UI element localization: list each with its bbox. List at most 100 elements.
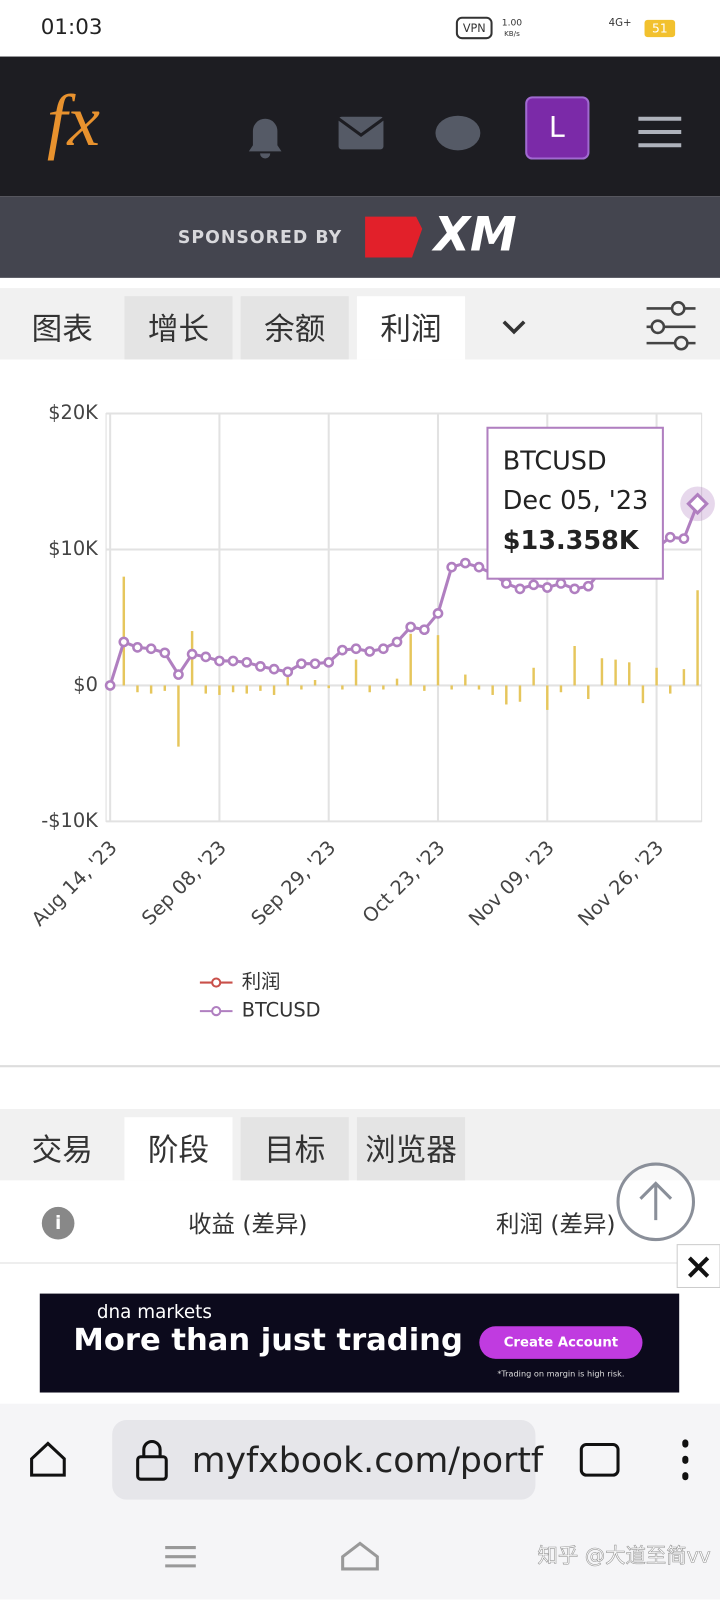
bar [395,678,399,686]
tabs-icon[interactable] [579,1443,620,1477]
mail-icon[interactable] [338,116,384,150]
tab[interactable] [240,296,349,360]
logo: fx [47,80,100,161]
point [582,580,594,592]
table-header-cell: 利润 (差异) [496,1210,616,1238]
vpn-text: VPN [463,22,486,35]
y-tick-label: $0 [73,673,98,696]
bar [218,685,221,695]
mail-flap [337,117,385,137]
info-icon[interactable] [41,1206,75,1240]
tab[interactable] [356,296,466,360]
table-header-cell: 收益 (差异) [188,1210,308,1238]
url: myfxbook.com/portf [192,1441,544,1481]
vpn-badge [455,16,493,40]
menu-icon[interactable] [638,116,682,148]
bar [272,685,276,695]
tab[interactable] [240,1117,349,1181]
point [132,642,143,653]
point [323,656,335,668]
nav-home[interactable] [341,1541,379,1571]
home-icon[interactable] [30,1441,66,1477]
nav-menu[interactable] [165,1546,196,1568]
url-field[interactable] [112,1420,536,1500]
bar [491,685,494,695]
network-type: 4G+ [609,18,632,29]
ad-disclaimer: *Trading on margin is high risk. [497,1369,624,1379]
tab-label: 阶段 [148,1133,209,1168]
chart: Aug 14, '23 Sep 08, '23 Sep 29, '23 Oct 23,… [27,401,715,1022]
arrow-up [639,1181,673,1221]
tab[interactable] [356,1117,466,1181]
tab[interactable] [124,296,233,360]
y-tick-label: $20K [48,401,99,424]
dropdown-icon[interactable] [502,320,526,335]
bar [655,667,658,686]
legend-label[interactable]: 利润 [242,970,281,993]
point [200,651,212,663]
bar [641,685,645,704]
bar [518,685,522,702]
bar [204,685,207,694]
bar [696,590,699,686]
bar [231,685,235,693]
bar [354,659,358,686]
point [104,680,116,691]
tab-label: 利润 [380,312,441,347]
bar [149,685,153,694]
net-speed-unit: KB/s [504,29,520,38]
net-speed: 1.00 [502,17,523,28]
ad-brand: dna markets [97,1302,212,1323]
bar [177,685,180,747]
legend-label[interactable]: BTCUSD [242,999,321,1022]
point [459,557,471,569]
info-glyph: i [55,1213,61,1234]
bar [382,685,385,690]
bar [368,685,371,693]
point [514,583,526,595]
point [569,583,580,595]
bar [614,659,617,686]
point [227,655,239,667]
point [473,561,485,573]
battery [644,19,676,38]
hover-point [686,492,709,516]
tab-label: 目标 [264,1133,325,1168]
x-tick-label: Nov 26, '23 [573,836,668,931]
point [378,643,389,655]
x-tick-label: Sep 08, '23 [137,836,231,930]
tooltip-series: BTCUSD [503,446,607,476]
ad-button[interactable] [479,1326,643,1359]
avatar[interactable] [525,96,590,160]
tab[interactable] [124,1117,233,1181]
status-bar [0,0,720,57]
x-tick-label: Nov 09, '23 [464,836,559,931]
point [541,582,553,593]
filter-knob [673,335,689,351]
point [405,621,417,633]
bar [628,662,631,686]
chat-icon[interactable] [435,115,481,151]
point [268,663,280,675]
bar [505,685,508,705]
bar [573,646,576,686]
sponsor-brand[interactable]: XM [431,208,517,263]
bar [532,667,535,686]
point [255,661,266,672]
bar [245,685,248,694]
bell-icon[interactable] [248,118,282,159]
point [350,643,362,655]
bar [313,680,317,686]
bar [300,685,303,690]
point [241,656,253,668]
bar [436,635,440,686]
point [159,647,171,659]
x-tick-label: Sep 29, '23 [246,836,340,930]
battery-level: 51 [652,22,668,36]
bar [122,576,126,686]
bar [682,669,686,686]
tab-label: 交易 [32,1133,93,1168]
